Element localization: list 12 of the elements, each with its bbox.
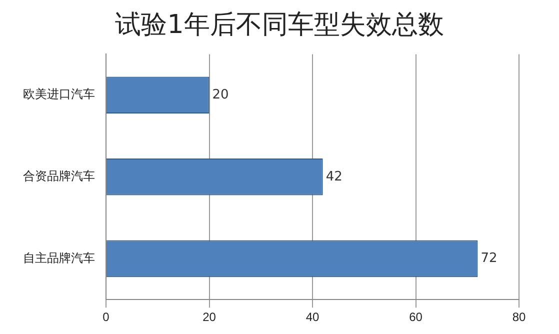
- x-tick-label: 80: [512, 310, 526, 324]
- x-tick-label: 0: [102, 310, 110, 324]
- chart-title: 试验1年后不同车型失效总数: [114, 9, 445, 42]
- y-tick-label: 欧美进口汽车: [23, 87, 95, 102]
- data-label: 42: [326, 169, 342, 184]
- x-tick-label: 20: [202, 310, 216, 324]
- y-tick-label: 合资品牌汽车: [23, 169, 95, 184]
- x-tick-label: 40: [306, 310, 320, 324]
- x-tick-label: 60: [409, 310, 423, 324]
- data-label: 20: [212, 87, 229, 102]
- y-tick-label: 自主品牌汽车: [23, 250, 95, 265]
- data-label: 72: [480, 251, 498, 266]
